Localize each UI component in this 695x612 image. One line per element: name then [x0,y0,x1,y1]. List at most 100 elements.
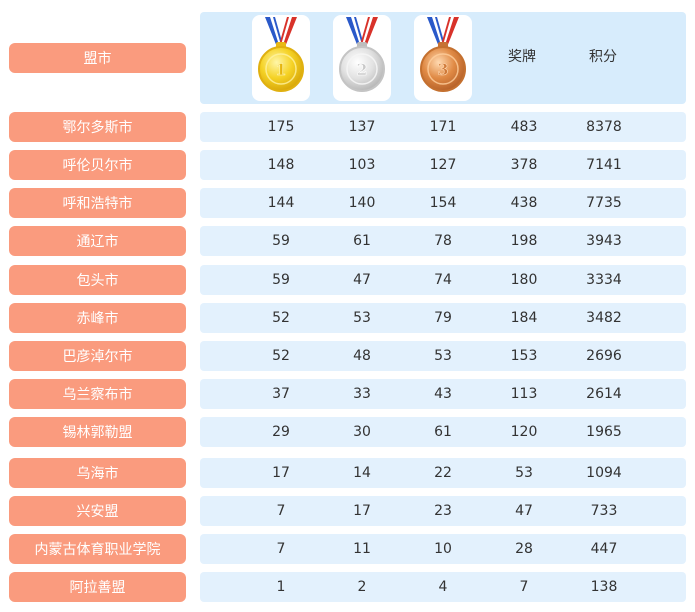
city-label: 呼和浩特市 [9,188,186,218]
silver-count-cell: 11 [353,541,371,557]
city-label: 乌海市 [9,458,186,488]
score-cell: 3482 [586,310,622,326]
bronze-count-cell: 74 [434,272,452,288]
city-name: 乌兰察布市 [62,387,133,403]
table-row: 1 2 4 7 138 [200,572,686,602]
score-cell: 1965 [586,424,622,440]
gold-count-cell: 17 [272,465,290,481]
silver-count-cell: 61 [353,233,371,249]
city-label: 呼伦贝尔市 [9,150,186,180]
city-label: 锡林郭勒盟 [9,417,186,447]
city-name: 兴安盟 [76,504,119,520]
silver-count-cell: 137 [348,119,376,135]
bronze-count-cell: 4 [438,579,448,595]
silver-count-cell: 30 [353,424,371,440]
medals-total-cell: 47 [515,503,533,519]
gold-count-cell: 148 [267,157,295,173]
bronze-count-cell: 10 [434,541,452,557]
bronze-count-cell: 127 [429,157,457,173]
gold-count-cell: 29 [272,424,290,440]
city-name: 锡林郭勒盟 [62,425,133,441]
table-row: 59 47 74 180 3334 [200,265,686,295]
table-row: 59 61 78 198 3943 [200,226,686,256]
svg-text:2: 2 [356,60,367,79]
silver-count-cell: 17 [353,503,371,519]
table-row: 52 53 79 184 3482 [200,303,686,333]
city-name: 通辽市 [76,234,119,250]
table-row: 7 11 10 28 447 [200,534,686,564]
city-name: 内蒙古体育职业学院 [34,542,161,558]
silver-count-cell: 2 [357,579,367,595]
score-cell: 3334 [586,272,622,288]
city-name: 鄂尔多斯市 [62,120,133,136]
gold-count-cell: 52 [272,310,290,326]
city-column-header: 盟市 [9,43,186,73]
city-label: 鄂尔多斯市 [9,112,186,142]
bronze-count-cell: 23 [434,503,452,519]
gold-count-cell: 37 [272,386,290,402]
city-label: 赤峰市 [9,303,186,333]
city-column-header-label: 盟市 [83,51,112,67]
table-row: 144 140 154 438 7735 [200,188,686,218]
medals-total-cell: 438 [510,195,538,211]
silver-medal-icon: 2 [333,15,391,101]
score-cell: 8378 [586,119,622,135]
medals-total-cell: 28 [515,541,533,557]
gold-medal-icon: 1 [252,15,310,101]
score-cell: 7735 [586,195,622,211]
table-row: 17 14 22 53 1094 [200,458,686,488]
bronze-count-cell: 22 [434,465,452,481]
gold-count-cell: 59 [272,272,290,288]
table-row: 7 17 23 47 733 [200,496,686,526]
medals-total-cell: 198 [510,233,538,249]
gold-count-cell: 1 [276,579,286,595]
gold-count-cell: 59 [272,233,290,249]
city-name: 巴彦淖尔市 [62,349,133,365]
medals-total-cell: 53 [515,465,533,481]
table-row: 175 137 171 483 8378 [200,112,686,142]
bronze-count-cell: 53 [434,348,452,364]
score-cell: 1094 [586,465,622,481]
score-column-header: 积分 [589,49,617,65]
city-label: 乌兰察布市 [9,379,186,409]
medals-column-header: 奖牌 [508,49,536,65]
bronze-count-cell: 61 [434,424,452,440]
silver-count-cell: 33 [353,386,371,402]
city-name: 呼伦贝尔市 [62,158,133,174]
city-name: 赤峰市 [76,311,119,327]
bronze-count-cell: 78 [434,233,452,249]
medals-total-cell: 153 [510,348,538,364]
gold-count-cell: 52 [272,348,290,364]
table-row: 52 48 53 153 2696 [200,341,686,371]
silver-count-cell: 140 [348,195,376,211]
score-cell: 447 [590,541,618,557]
gold-count-cell: 7 [276,503,286,519]
bronze-count-cell: 171 [429,119,457,135]
city-label: 包头市 [9,265,186,295]
table-row: 37 33 43 113 2614 [200,379,686,409]
city-name: 呼和浩特市 [62,196,133,212]
silver-count-cell: 47 [353,272,371,288]
medals-total-cell: 184 [510,310,538,326]
score-cell: 138 [590,579,618,595]
medals-total-cell: 120 [510,424,538,440]
city-label: 内蒙古体育职业学院 [9,534,186,564]
table-row: 148 103 127 378 7141 [200,150,686,180]
medals-total-cell: 483 [510,119,538,135]
score-cell: 2614 [586,386,622,402]
gold-count-cell: 7 [276,541,286,557]
svg-text:3: 3 [437,60,448,79]
score-cell: 2696 [586,348,622,364]
gold-count-cell: 175 [267,119,295,135]
city-name: 包头市 [76,273,119,289]
svg-text:1: 1 [275,60,286,79]
score-cell: 3943 [586,233,622,249]
city-name: 阿拉善盟 [69,580,126,596]
silver-count-cell: 103 [348,157,376,173]
medals-total-cell: 180 [510,272,538,288]
silver-count-cell: 53 [353,310,371,326]
table-row: 29 30 61 120 1965 [200,417,686,447]
city-label: 巴彦淖尔市 [9,341,186,371]
score-cell: 7141 [586,157,622,173]
gold-count-cell: 144 [267,195,295,211]
